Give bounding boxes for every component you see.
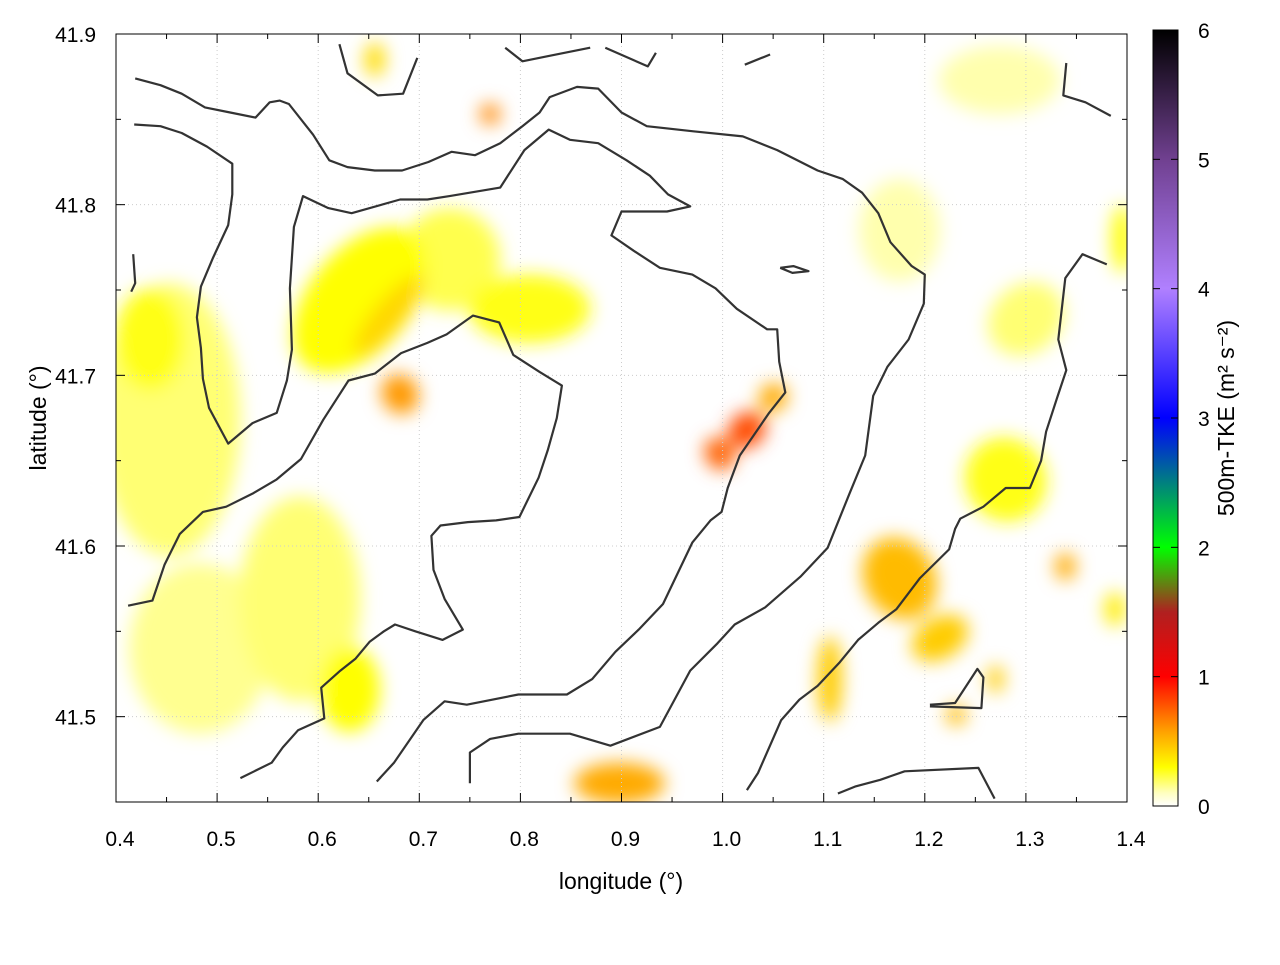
tke-blob — [938, 45, 1061, 115]
tke-blob — [479, 103, 501, 125]
tke-blob — [354, 275, 424, 357]
contour-line — [744, 53, 771, 66]
y-tick-labels: 41.5 41.6 41.7 41.8 41.9 — [55, 24, 96, 730]
tke-blob — [946, 704, 967, 726]
x-tick-labels: 0.4 0.5 0.6 0.7 0.8 0.9 1.0 1.1 1.2 1.3 1.4 — [105, 828, 1146, 851]
contour-line — [134, 123, 787, 783]
tke-blob — [987, 282, 1064, 356]
x-axis-label: longitude (°) — [559, 868, 683, 894]
tke-blob — [862, 537, 937, 620]
tke-blob — [758, 383, 788, 412]
contour-line — [745, 253, 1108, 791]
tke-blob — [911, 614, 969, 662]
contour-line — [504, 46, 591, 63]
x-tick-label: 0.4 — [105, 828, 135, 851]
contour-line — [1062, 62, 1112, 117]
tke-blob — [468, 274, 591, 343]
x-tick-label: 1.2 — [914, 828, 943, 851]
tke-blob — [239, 496, 361, 702]
contour-line — [837, 766, 996, 800]
tke-blob — [727, 411, 766, 449]
contour-line — [338, 43, 419, 97]
x-tick-label: 0.9 — [611, 828, 640, 851]
colorbar-tick-label: 3 — [1198, 408, 1210, 431]
contour-line — [604, 46, 657, 68]
x-tick-label: 0.7 — [409, 828, 438, 851]
x-tick-label: 1.1 — [813, 828, 842, 851]
contour-line — [779, 265, 810, 274]
tke-blob — [129, 563, 271, 734]
colorbar-tick-label: 1 — [1198, 667, 1210, 690]
tke-blob — [292, 227, 427, 374]
contour-line — [929, 667, 985, 710]
y-axis-label: latitude (°) — [25, 365, 51, 470]
colorbar-label: 500m-TKE (m² s⁻²) — [1213, 320, 1239, 516]
colorbar-tick-label: 6 — [1198, 20, 1210, 43]
x-tick-label: 0.8 — [510, 828, 539, 851]
y-tick-label: 41.6 — [55, 536, 96, 559]
contour-lines — [127, 43, 1112, 800]
y-tick-label: 41.8 — [55, 195, 96, 218]
tke-blob — [817, 636, 842, 722]
x-tick-label: 1.4 — [1116, 828, 1146, 851]
axis-ticks — [115, 33, 1128, 802]
tke-blob — [859, 179, 940, 282]
colorbar-ticks: 0 1 2 3 4 5 6 — [1153, 20, 1210, 819]
tke-blob — [987, 665, 1004, 693]
colorbar-tick-label: 0 — [1198, 796, 1210, 819]
heatmap-field — [116, 42, 1127, 802]
tke-blob — [1104, 592, 1125, 627]
x-tick-label: 1.0 — [712, 828, 741, 851]
tke-blob — [364, 42, 385, 77]
colorbar-tick-label: 4 — [1198, 279, 1210, 302]
tke-blob — [1111, 204, 1127, 273]
tke-blob — [319, 646, 380, 733]
tke-blob — [704, 437, 735, 471]
tke-blob — [573, 762, 665, 802]
tke-blob — [1055, 552, 1076, 581]
contour-line — [130, 254, 137, 293]
y-tick-label: 41.5 — [55, 707, 96, 730]
grid-lines — [116, 34, 1127, 802]
colorbar-tick-label: 2 — [1198, 537, 1210, 560]
x-tick-label: 1.3 — [1015, 828, 1044, 851]
x-tick-label: 0.6 — [308, 828, 337, 851]
y-tick-label: 41.9 — [55, 24, 96, 47]
contour-line — [127, 314, 564, 780]
x-tick-label: 0.5 — [206, 828, 235, 851]
contour-line — [134, 77, 926, 784]
tke-blob — [381, 374, 419, 415]
tke-blob — [116, 288, 186, 391]
tke-blob — [399, 208, 501, 311]
colorbar-tick-label: 5 — [1198, 149, 1210, 172]
y-tick-label: 41.7 — [55, 365, 96, 388]
